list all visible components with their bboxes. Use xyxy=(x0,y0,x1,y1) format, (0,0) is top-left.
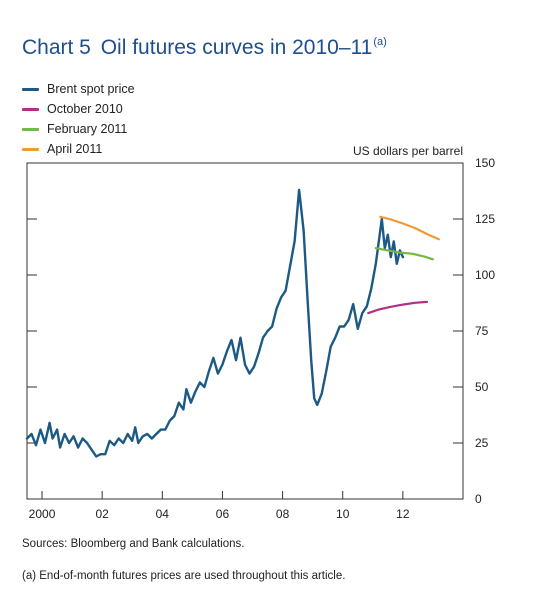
x-tick-label-06: 06 xyxy=(216,507,230,521)
y-tick-label-25: 25 xyxy=(475,436,489,450)
legend-swatch-brent xyxy=(22,87,39,91)
y-tick-label-125: 125 xyxy=(475,212,495,226)
legend-item-february-2011: February 2011 xyxy=(22,119,135,139)
chart-title-footnote-marker: (a) xyxy=(373,36,387,48)
y-tick-label-150: 150 xyxy=(475,156,495,170)
legend-item-brent: Brent spot price xyxy=(22,79,135,99)
series-line-october-2010 xyxy=(367,300,428,315)
legend-label-february-2011: February 2011 xyxy=(47,122,128,136)
sources-note: Sources: Bloomberg and Bank calculations… xyxy=(22,538,245,550)
y-axis-unit-label: US dollars per barrel xyxy=(353,144,463,158)
series-line-brent-spot-price xyxy=(25,188,405,458)
chart-title: Chart 5 Oil futures curves in 2010–11(a) xyxy=(22,36,387,60)
x-tick-label-08: 08 xyxy=(276,507,290,521)
y-tick-label-75: 75 xyxy=(475,324,489,338)
x-tick-label-12: 12 xyxy=(396,507,410,521)
y-tick-label-100: 100 xyxy=(475,268,495,282)
series-line-february-2011 xyxy=(374,247,434,261)
chart-title-text: Oil futures curves in 2010–11 xyxy=(100,36,373,59)
legend-item-october-2010: October 2010 xyxy=(22,99,135,119)
y-tick-label-0: 0 xyxy=(475,492,482,506)
x-tick-label-2000: 2000 xyxy=(29,507,56,521)
legend-swatch-february-2011 xyxy=(22,127,39,131)
legend: Brent spot price October 2010 February 2… xyxy=(22,79,135,159)
legend-label-october-2010: October 2010 xyxy=(47,102,123,116)
legend-label-brent: Brent spot price xyxy=(47,82,135,96)
chart-number: Chart 5 xyxy=(22,36,91,59)
plot-frame xyxy=(26,162,464,500)
legend-item-april-2011: April 2011 xyxy=(22,139,135,159)
x-tick-label-04: 04 xyxy=(156,507,170,521)
y-tick-label-50: 50 xyxy=(475,380,489,394)
footnote: (a) End-of-month futures prices are used… xyxy=(22,570,346,582)
x-tick-label-10: 10 xyxy=(336,507,350,521)
legend-label-april-2011: April 2011 xyxy=(47,142,103,156)
series-line-april-2011 xyxy=(379,215,440,241)
x-tick-label-02: 02 xyxy=(95,507,109,521)
legend-swatch-october-2010 xyxy=(22,107,39,111)
legend-swatch-april-2011 xyxy=(22,147,39,151)
